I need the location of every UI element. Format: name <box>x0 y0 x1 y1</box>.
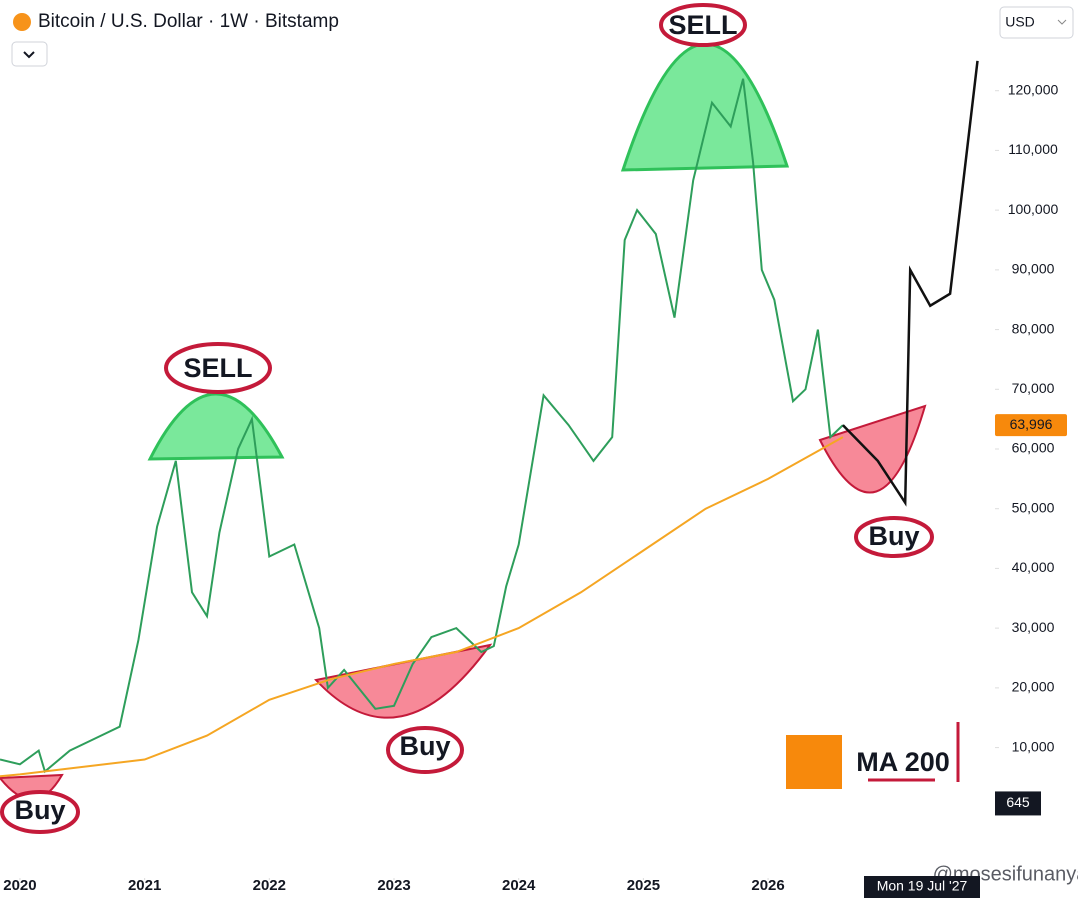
label-frame <box>854 516 934 558</box>
x-tick-label: 2020 <box>3 877 36 894</box>
x-tick-label: 2023 <box>377 877 410 894</box>
crosshair-date-box <box>864 876 980 898</box>
y-tick-label: 20,000 <box>1012 679 1055 695</box>
crosshair-value: 645 <box>1006 794 1030 810</box>
chevron <box>1057 19 1067 25</box>
label-frame <box>659 3 747 47</box>
collapse-button[interactable] <box>11 41 48 67</box>
bitcoin-icon <box>13 13 31 31</box>
sell-zone <box>147 392 285 461</box>
series-line <box>0 78 844 774</box>
chart-title: Bitcoin / U.S. Dollar · 1W · Bitstamp <box>38 11 339 32</box>
last-price-box <box>995 414 1067 437</box>
currency: USD <box>1005 14 1035 30</box>
series-line <box>0 436 844 778</box>
y-tick-label: 10,000 <box>1012 738 1055 754</box>
y-tick-label: 30,000 <box>1012 619 1055 635</box>
y-tick-label: 40,000 <box>1012 559 1055 575</box>
label-frame <box>164 342 272 394</box>
series-line <box>842 60 979 507</box>
plot <box>0 60 999 880</box>
crosshair-date: Mon 19 Jul '27 <box>877 878 968 894</box>
y-tick-label: 80,000 <box>1012 320 1055 336</box>
y-tick-label: 70,000 <box>1012 380 1055 396</box>
last-price: 63,996 <box>1010 416 1053 432</box>
label-frame <box>386 726 464 774</box>
x-tick-label: 2026 <box>751 877 784 894</box>
chevron <box>23 51 35 59</box>
y-tick-label: 60,000 <box>1012 440 1055 456</box>
x-tick-label: 2021 <box>128 877 161 894</box>
legend-swatch <box>786 735 842 789</box>
label-frame <box>0 790 80 834</box>
buy-zone <box>314 643 493 719</box>
buy-zone <box>818 404 927 494</box>
annotation: Buy <box>14 795 65 825</box>
crosshair-value-box <box>995 791 1041 816</box>
y-tick-label: 120,000 <box>1008 81 1059 97</box>
annotation: SELL <box>668 10 737 40</box>
annotation: Buy <box>868 521 919 551</box>
y-tick-label: 90,000 <box>1012 261 1055 277</box>
x-tick-label: 2025 <box>627 877 660 894</box>
x-tick-label: 2024 <box>502 877 536 894</box>
legend-label: MA 200 <box>856 747 950 777</box>
annotation: Buy <box>399 731 450 761</box>
y-tick-label: 110,000 <box>1008 141 1058 157</box>
y-tick-label: 50,000 <box>1012 499 1055 515</box>
x-tick-label: 2022 <box>253 877 286 894</box>
currency-button[interactable] <box>999 6 1074 39</box>
annotation: SELL <box>183 353 252 383</box>
y-tick-label: 100,000 <box>1008 201 1059 217</box>
